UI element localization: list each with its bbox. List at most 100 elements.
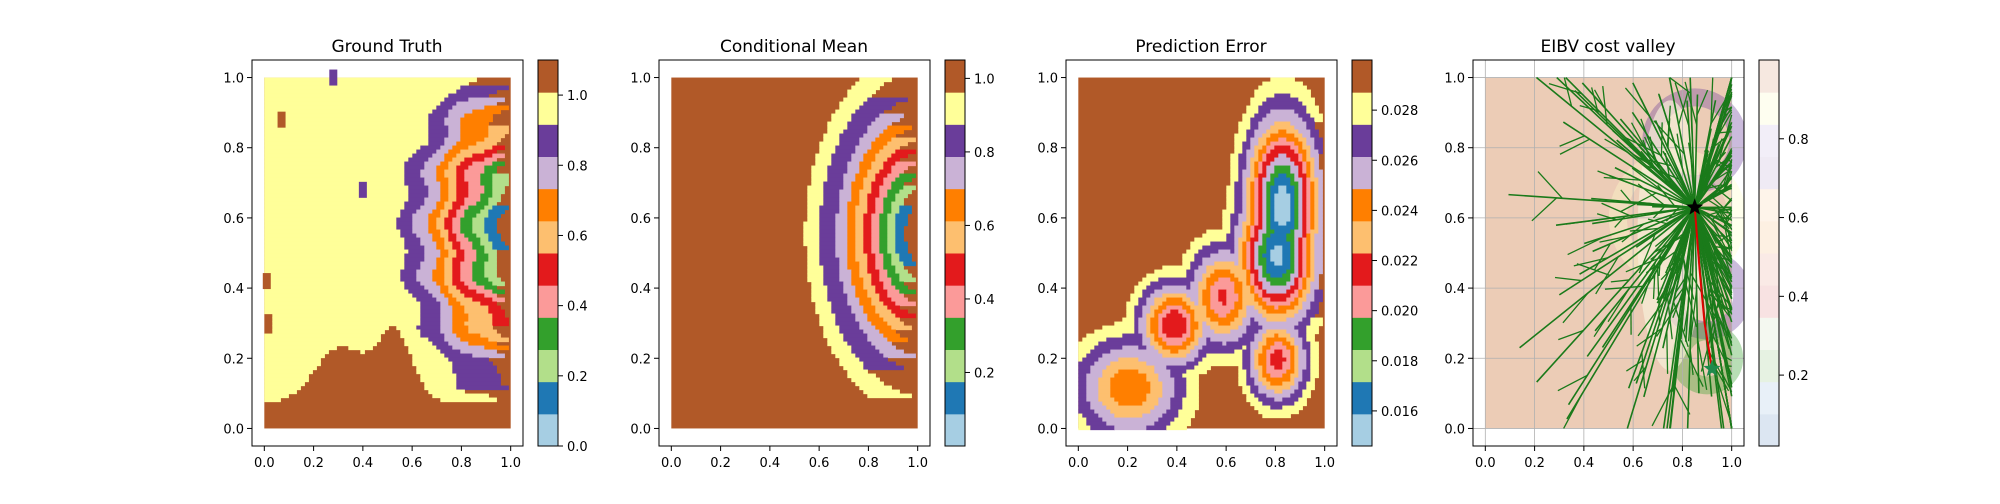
field-cell: [1246, 314, 1263, 319]
field-cell: [1302, 182, 1307, 187]
field-cell: [1314, 266, 1323, 271]
plot-area: [263, 70, 511, 429]
field-cell: [883, 286, 896, 291]
field-cell: [859, 142, 872, 147]
field-cell: [468, 318, 493, 323]
field-cell: [1250, 386, 1259, 391]
field-cell: [887, 274, 900, 279]
field-cell: [895, 214, 908, 219]
field-cell: [1234, 206, 1243, 211]
field-cell: [359, 182, 367, 198]
field-cell: [1246, 278, 1251, 283]
x-tick-label: 1.0: [500, 456, 521, 471]
field-cell: [456, 194, 469, 199]
field-cell: [1254, 186, 1259, 191]
field-cell: [867, 150, 880, 155]
field-cell: [1310, 274, 1315, 279]
field-cell: [1238, 254, 1243, 259]
field-cell: [416, 298, 437, 303]
field-cell: [1106, 422, 1155, 427]
field-cell: [424, 198, 441, 203]
field-cell: [1302, 238, 1307, 243]
field-cell: [1290, 302, 1299, 307]
field-cell: [1182, 298, 1191, 303]
field-cell: [1262, 238, 1267, 243]
field-cell: [456, 238, 469, 243]
field-cell: [1310, 290, 1315, 295]
field-cell: [1258, 286, 1263, 291]
field-cell: [468, 182, 481, 187]
field-cell: [264, 170, 405, 175]
field-cell: [1266, 238, 1287, 243]
y-tick-label: 0.2: [630, 352, 651, 367]
field-cell: [1278, 130, 1287, 135]
field-cell: [1182, 342, 1191, 347]
field-cell: [404, 202, 425, 207]
field-cell: [831, 310, 852, 315]
field-cell: [1302, 306, 1311, 311]
field-cell: [855, 246, 864, 251]
field-cell: [863, 186, 872, 191]
field-cell: [1242, 282, 1247, 287]
field-cell: [1294, 162, 1303, 167]
field-cell: [1310, 266, 1315, 271]
field-cell: [452, 262, 461, 267]
field-cell: [1234, 142, 1243, 147]
field-cell: [416, 274, 433, 279]
field-cell: [1102, 326, 1135, 331]
field-cell: [879, 278, 892, 283]
field-cell: [895, 222, 908, 227]
field-cell: [887, 226, 896, 231]
field-cell: [404, 242, 421, 247]
field-cell: [1162, 394, 1175, 399]
field-cell: [1086, 390, 1099, 395]
field-cell: [264, 238, 405, 243]
field-cell: [444, 334, 457, 339]
field-cell: [1262, 290, 1267, 295]
x-tick-label: 0.4: [353, 456, 374, 471]
field-cell: [1266, 378, 1291, 383]
field-cell: [1266, 258, 1271, 263]
field-cell: [875, 158, 888, 163]
field-cell: [460, 270, 473, 275]
field-cell: [1262, 370, 1267, 375]
field-cell: [1306, 382, 1315, 387]
field-cell: [444, 266, 453, 271]
field-cell: [1302, 274, 1307, 279]
field-cell: [895, 194, 908, 199]
field-cell: [1250, 226, 1255, 231]
field-cell: [819, 262, 840, 267]
field-cell: [835, 234, 848, 239]
field-cell: [839, 262, 848, 267]
field-cell: [448, 302, 461, 307]
field-cell: [1222, 218, 1231, 223]
field-cell: [843, 130, 868, 135]
field-cell: [264, 190, 409, 195]
field-cell: [835, 354, 856, 359]
field-cell: [843, 98, 868, 103]
field-cell: [1158, 342, 1167, 347]
field-cell: [1078, 366, 1091, 371]
field-cell: [827, 122, 848, 127]
field-cell: [412, 226, 429, 231]
field-cell: [1246, 194, 1251, 199]
field-cell: [839, 278, 852, 283]
field-cell: [1298, 246, 1303, 251]
field-cell: [420, 206, 437, 211]
field-cell: [1298, 350, 1307, 355]
y-tick-label: 0.6: [1444, 212, 1465, 227]
field-cell: [1298, 206, 1303, 211]
field-cell: [1250, 186, 1255, 191]
field-cell: [1242, 334, 1255, 339]
field-cell: [1258, 390, 1275, 395]
field-cell: [879, 134, 896, 139]
field-cell: [1262, 102, 1303, 107]
field-cell: [1238, 166, 1247, 171]
field-cell: [1262, 166, 1267, 171]
field-cell: [1306, 230, 1311, 235]
field-cell: [871, 166, 884, 171]
field-cell: [1270, 78, 1295, 83]
field-cell: [1214, 330, 1231, 335]
field-cell: [1306, 106, 1319, 111]
field-cell: [1282, 254, 1291, 259]
